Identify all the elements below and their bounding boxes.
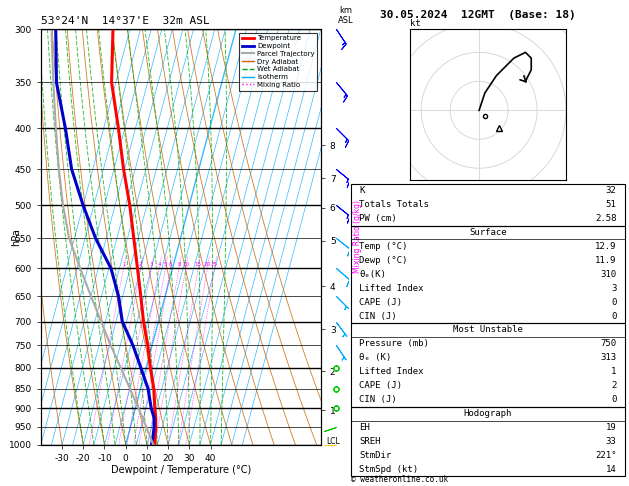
Text: 2: 2 [611, 381, 616, 390]
Text: PW (cm): PW (cm) [359, 214, 397, 223]
Text: Temp (°C): Temp (°C) [359, 242, 408, 251]
Text: Lifted Index: Lifted Index [359, 367, 424, 376]
Text: Mixing Ratio (g/kg): Mixing Ratio (g/kg) [353, 200, 362, 274]
Text: Totals Totals: Totals Totals [359, 200, 429, 209]
Text: 20: 20 [204, 262, 211, 267]
Text: CAPE (J): CAPE (J) [359, 297, 402, 307]
Text: © weatheronline.co.uk: © weatheronline.co.uk [351, 474, 448, 484]
Text: 3: 3 [611, 284, 616, 293]
Bar [351, 407, 625, 476]
Text: 33: 33 [606, 437, 616, 446]
Text: 750: 750 [600, 339, 616, 348]
Text: 1: 1 [122, 262, 125, 267]
Text: 10: 10 [182, 262, 189, 267]
Text: 15: 15 [195, 262, 202, 267]
Text: 19: 19 [606, 423, 616, 432]
Text: hPa: hPa [11, 228, 21, 246]
Text: 2: 2 [139, 262, 143, 267]
X-axis label: Dewpoint / Temperature (°C): Dewpoint / Temperature (°C) [111, 466, 251, 475]
Text: Lifted Index: Lifted Index [359, 284, 424, 293]
Text: CIN (J): CIN (J) [359, 395, 397, 404]
Text: 0: 0 [611, 395, 616, 404]
Text: 0: 0 [611, 297, 616, 307]
Text: Hodograph: Hodograph [464, 409, 512, 418]
Text: StmSpd (kt): StmSpd (kt) [359, 465, 418, 474]
Text: 25: 25 [211, 262, 218, 267]
Text: 4: 4 [157, 262, 161, 267]
Text: Surface: Surface [469, 228, 506, 237]
Text: 30.05.2024  12GMT  (Base: 18): 30.05.2024 12GMT (Base: 18) [380, 10, 576, 20]
Text: CAPE (J): CAPE (J) [359, 381, 402, 390]
Text: 310: 310 [600, 270, 616, 279]
Text: 8: 8 [177, 262, 181, 267]
Text: LCL: LCL [326, 437, 340, 447]
Text: 12.9: 12.9 [595, 242, 616, 251]
Text: θₑ (K): θₑ (K) [359, 353, 391, 363]
Text: θₑ(K): θₑ(K) [359, 270, 386, 279]
Text: Dewp (°C): Dewp (°C) [359, 256, 408, 265]
Text: km
ASL: km ASL [338, 6, 353, 25]
Text: 6: 6 [169, 262, 172, 267]
Text: 3: 3 [150, 262, 153, 267]
Text: 51: 51 [606, 200, 616, 209]
Text: 5: 5 [164, 262, 167, 267]
Text: CIN (J): CIN (J) [359, 312, 397, 321]
Text: 32: 32 [606, 186, 616, 195]
Text: Pressure (mb): Pressure (mb) [359, 339, 429, 348]
Text: 11.9: 11.9 [595, 256, 616, 265]
Text: 1: 1 [611, 367, 616, 376]
Text: Most Unstable: Most Unstable [453, 326, 523, 334]
Text: 0: 0 [611, 312, 616, 321]
Text: kt: kt [409, 19, 420, 28]
Text: 14: 14 [606, 465, 616, 474]
Text: SREH: SREH [359, 437, 381, 446]
Text: 221°: 221° [595, 451, 616, 460]
Text: 313: 313 [600, 353, 616, 363]
Legend: Temperature, Dewpoint, Parcel Trajectory, Dry Adiabat, Wet Adiabat, Isotherm, Mi: Temperature, Dewpoint, Parcel Trajectory… [239, 33, 317, 90]
Bar [351, 323, 625, 407]
Bar [351, 226, 625, 323]
Text: K: K [359, 186, 365, 195]
Text: StmDir: StmDir [359, 451, 391, 460]
Text: 53°24'N  14°37'E  32m ASL: 53°24'N 14°37'E 32m ASL [41, 16, 209, 26]
Bar [351, 184, 625, 226]
Text: EH: EH [359, 423, 370, 432]
Text: 2.58: 2.58 [595, 214, 616, 223]
